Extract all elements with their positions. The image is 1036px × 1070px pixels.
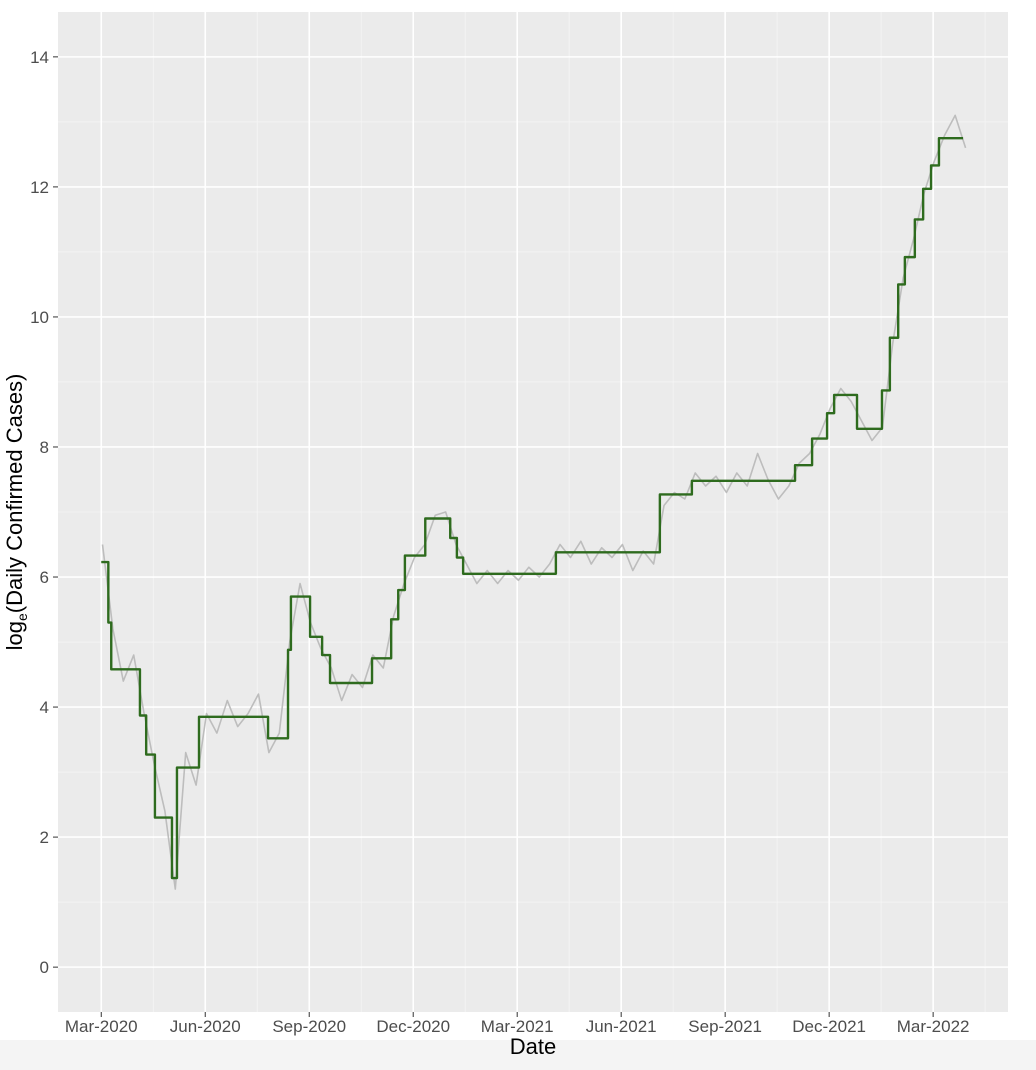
x-tick-label: Jun-2020 xyxy=(170,1017,241,1036)
x-tick-label: Mar-2022 xyxy=(897,1017,970,1036)
grid xyxy=(58,12,1008,1012)
y-title-sub: e xyxy=(14,613,30,621)
x-tick-label: Dec-2021 xyxy=(792,1017,866,1036)
x-tick-label: Mar-2020 xyxy=(65,1017,138,1036)
y-tick-label: 8 xyxy=(40,438,49,457)
y-tick-label: 6 xyxy=(40,568,49,587)
y-tick-label: 0 xyxy=(40,958,49,977)
y-tick-label: 10 xyxy=(30,308,49,327)
y-tick-label: 4 xyxy=(40,698,49,717)
y-tick-label: 14 xyxy=(30,48,49,67)
footer-strip xyxy=(0,1040,1036,1070)
x-tick-label: Jun-2021 xyxy=(586,1017,657,1036)
x-tick-label: Dec-2020 xyxy=(376,1017,450,1036)
step-line xyxy=(101,136,964,880)
axes: 0 2 4 6 8 10 12 14 Mar-2020 Jun-2020 Sep-2020 Dec-2… xyxy=(30,48,969,1036)
x-tick-label: Sep-2020 xyxy=(272,1017,346,1036)
x-tick-label: Mar-2021 xyxy=(481,1017,554,1036)
x-tick-label: Sep-2021 xyxy=(688,1017,762,1036)
x-axis-title: Date xyxy=(510,1034,556,1059)
y-title-log: log xyxy=(2,621,27,650)
y-axis-title: loge(Daily Confirmed Cases) xyxy=(2,374,30,651)
y-title-rest: (Daily Confirmed Cases) xyxy=(2,374,27,614)
y-tick-label: 2 xyxy=(40,828,49,847)
lines xyxy=(101,114,967,890)
y-tick-label: 12 xyxy=(30,178,49,197)
